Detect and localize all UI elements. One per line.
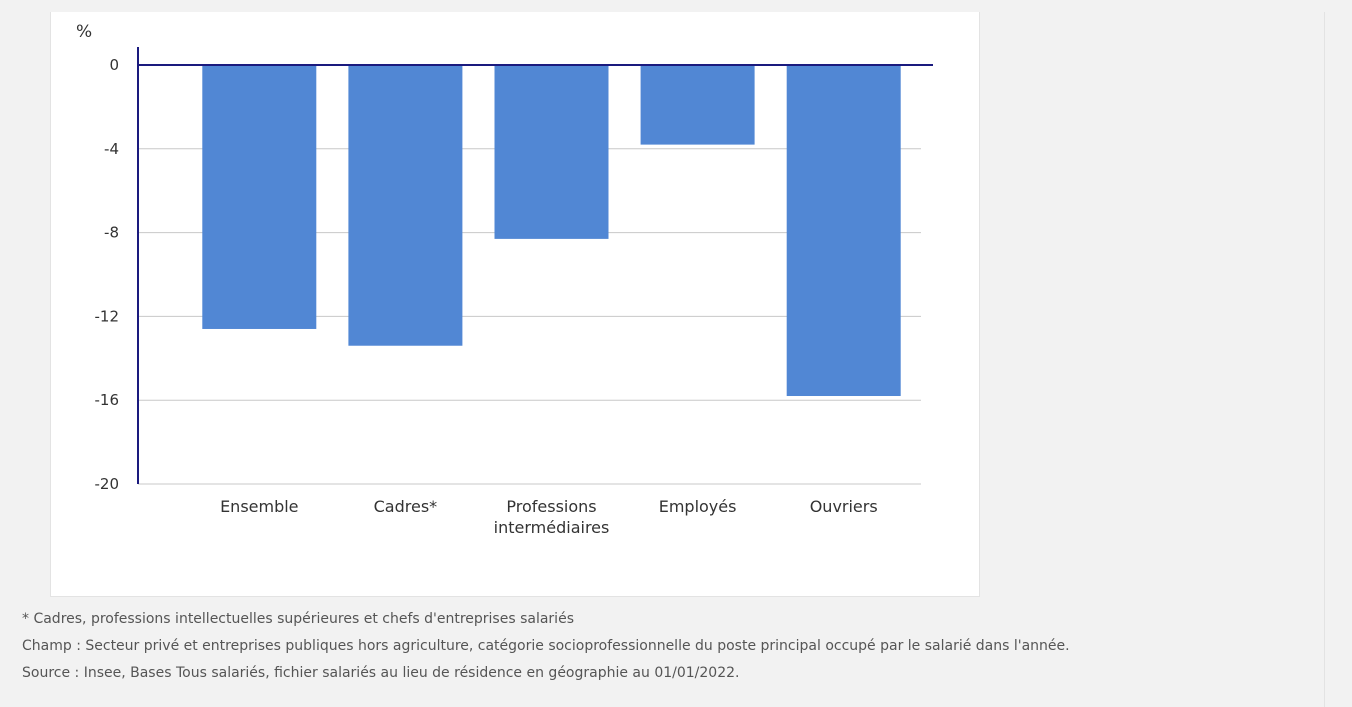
y-tick-label: -20: [95, 475, 120, 493]
x-tick-label: Ouvriers: [810, 497, 878, 516]
chart-notes: * Cadres, professions intellectuelles su…: [22, 608, 1322, 689]
bar: [640, 65, 755, 145]
bars: [202, 65, 901, 397]
x-tick-label: Cadres*: [374, 497, 438, 516]
footnote: * Cadres, professions intellectuelles su…: [22, 611, 574, 627]
bar: [202, 65, 317, 329]
y-tick-label: -8: [104, 224, 119, 242]
y-tick-label: 0: [109, 56, 119, 74]
y-tick-labels: 0 -4 -8 -12 -16 -20: [95, 56, 120, 493]
source-note: Source : Insee, Bases Tous salariés, fic…: [22, 665, 740, 681]
bar: [494, 65, 609, 239]
right-divider: [1324, 12, 1325, 707]
bar: [348, 65, 463, 346]
bar: [786, 65, 901, 397]
x-tick-label: Professions intermédiaires: [494, 497, 610, 537]
y-tick-label: -12: [95, 307, 120, 325]
chart-card: % 0 -4 -8 -12 -16 -20 Ensemble Cadres* Professi…: [50, 12, 980, 597]
y-tick-label: -16: [95, 391, 120, 409]
y-unit-label: %: [76, 22, 92, 42]
y-tick-label: -4: [104, 140, 119, 158]
x-tick-labels: Ensemble Cadres* Professions intermédiaires…: [220, 497, 878, 537]
bar-chart: % 0 -4 -8 -12 -16 -20 Ensemble Cadres* Professi…: [76, 22, 933, 537]
x-tick-label: Employés: [659, 497, 737, 516]
x-tick-label: Ensemble: [220, 497, 298, 516]
scope-note: Champ : Secteur privé et entreprises pub…: [22, 638, 1070, 654]
axes: [137, 47, 933, 484]
